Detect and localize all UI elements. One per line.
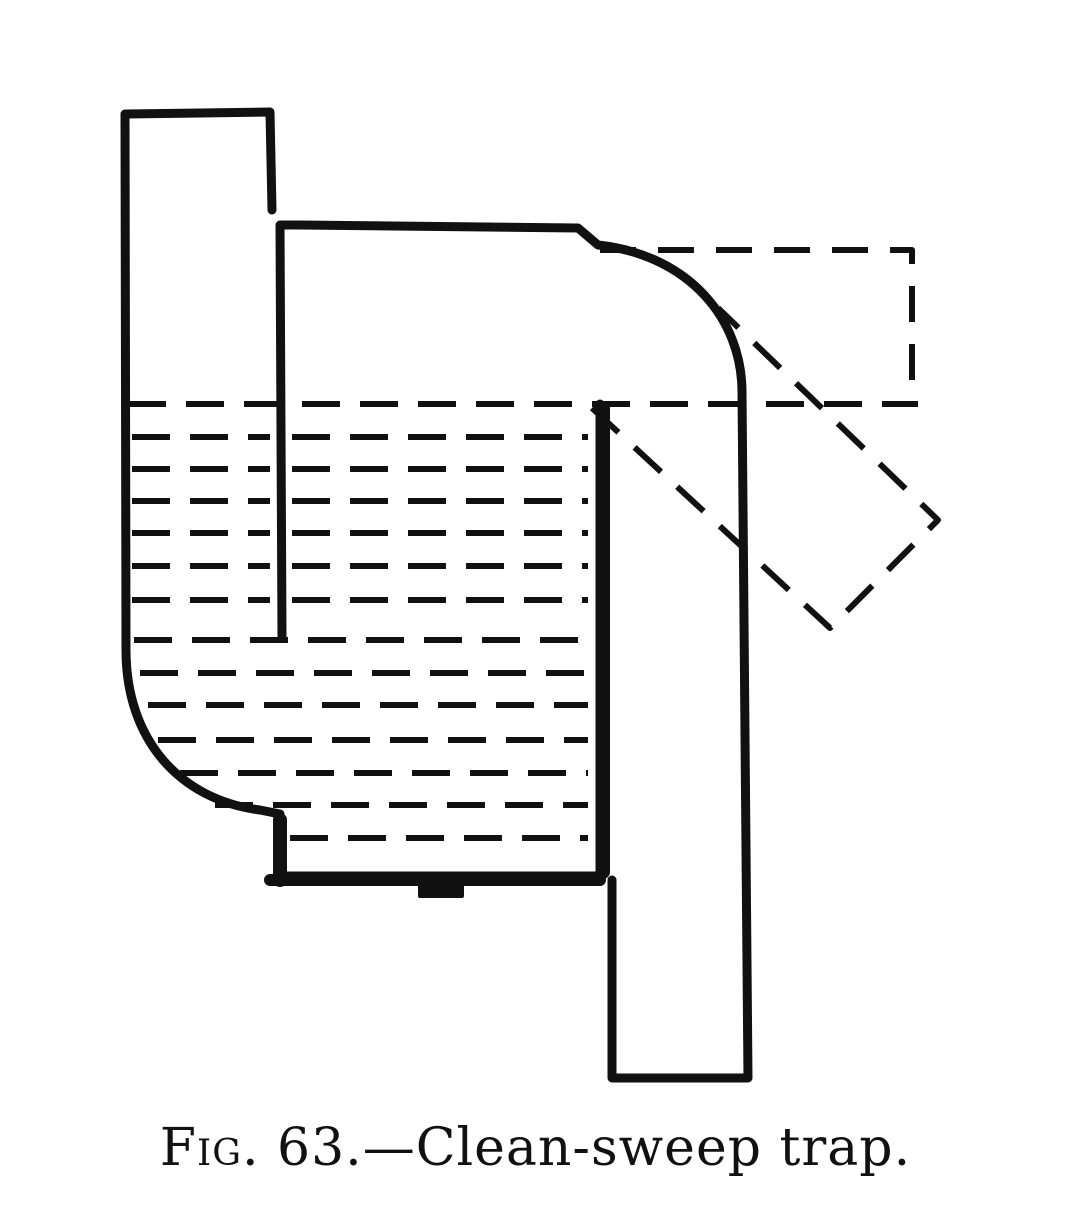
cleanout-plug <box>418 876 464 898</box>
caption-number: 63. <box>277 1118 363 1178</box>
trap-body <box>120 107 753 1083</box>
inner-wall-and-crown <box>275 220 753 1083</box>
water-lines <box>128 401 918 841</box>
inlet-and-outer-wall <box>120 107 605 881</box>
angled-outlet-outline <box>589 305 941 631</box>
caption-prefix: Fig. <box>159 1118 260 1178</box>
caption-text: —Clean-sweep trap. <box>362 1118 912 1178</box>
figure-caption: Fig. 63.—Clean-sweep trap. <box>0 1118 1071 1178</box>
alternate-outlets <box>589 247 941 631</box>
horizontal-outlet-outline <box>600 247 915 402</box>
